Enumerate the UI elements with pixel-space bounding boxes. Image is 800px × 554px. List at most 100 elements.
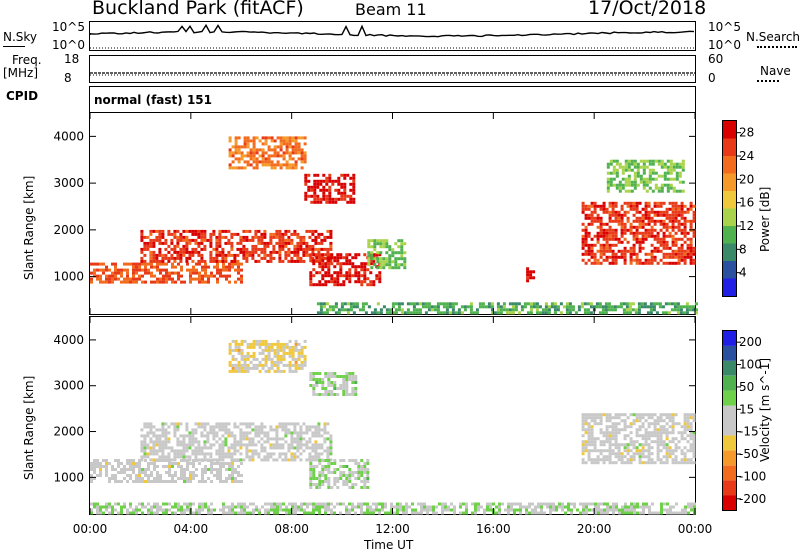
data-cell: [671, 210, 675, 214]
y-tick-label: 4000: [53, 129, 84, 143]
data-cell: [141, 511, 144, 515]
data-cell: [321, 468, 325, 471]
data-cell: [666, 511, 669, 515]
data-cell: [252, 351, 256, 355]
data-cell: [648, 174, 652, 178]
data-cell: [581, 222, 585, 226]
data-cell: [150, 280, 153, 284]
data-cell: [662, 425, 666, 429]
data-cell: [333, 511, 336, 515]
data-cell: [615, 502, 618, 506]
data-cell: [553, 305, 557, 309]
data-cell: [168, 277, 171, 281]
data-cell: [194, 437, 198, 441]
data-cell: [608, 437, 612, 441]
data-cell: [363, 480, 367, 483]
data-cell: [329, 229, 333, 233]
data-cell: [158, 235, 162, 239]
data-cell: [605, 458, 609, 462]
data-cell: [299, 235, 303, 239]
data-cell: [590, 461, 594, 465]
data-cell: [182, 244, 186, 248]
data-cell: [322, 302, 326, 306]
data-cell: [686, 416, 690, 420]
data-cell: [237, 360, 241, 364]
data-cell: [633, 183, 637, 187]
data-cell: [605, 234, 609, 238]
data-cell: [642, 186, 646, 190]
data-cell: [158, 259, 162, 263]
data-cell: [224, 425, 228, 429]
data-cell: [173, 434, 177, 438]
data-cell: [294, 348, 298, 352]
data-cell: [496, 308, 500, 312]
data-cell: [287, 238, 291, 242]
data-cell: [189, 462, 192, 465]
data-cell: [608, 213, 612, 217]
data-cell: [632, 252, 636, 256]
data-cell: [264, 342, 268, 346]
data-cell: [212, 434, 216, 438]
data-cell: [558, 502, 561, 506]
data-cell: [330, 381, 334, 384]
data-cell: [140, 455, 144, 459]
data-cell: [266, 455, 270, 459]
data-cell: [605, 210, 609, 214]
data-cell: [632, 243, 636, 247]
data-cell: [653, 431, 657, 435]
data-cell: [609, 505, 612, 509]
data-cell: [138, 480, 141, 483]
data-cell: [496, 305, 500, 309]
data-cell: [650, 416, 654, 420]
data-cell: [406, 308, 410, 312]
data-cell: [465, 502, 468, 506]
data-cell: [186, 262, 189, 266]
data-cell: [621, 168, 625, 172]
data-cell: [653, 204, 657, 208]
data-cell: [405, 511, 408, 515]
data-cell: [638, 428, 642, 432]
data-cell: [616, 305, 620, 309]
data-cell: [240, 462, 243, 465]
data-cell: [629, 207, 633, 211]
data-cell: [345, 381, 349, 384]
data-cell: [342, 283, 346, 287]
data-cell: [158, 241, 162, 245]
colorbar-tick-label: -50: [739, 447, 759, 461]
data-cell: [243, 502, 246, 506]
nave-top-tick: 60: [708, 52, 724, 66]
colorbar-swatch: [723, 345, 736, 361]
data-cell: [322, 173, 326, 177]
data-cell: [317, 425, 321, 429]
data-cell: [152, 259, 156, 263]
data-cell: [158, 428, 162, 432]
data-cell: [252, 345, 256, 349]
data-cell: [599, 255, 603, 259]
data-cell: [293, 437, 297, 441]
data-cell: [317, 446, 321, 450]
data-cell: [177, 277, 180, 281]
data-cell: [606, 505, 609, 509]
data-cell: [648, 159, 652, 163]
data-cell: [644, 207, 648, 211]
data-cell: [117, 459, 120, 462]
data-cell: [140, 247, 144, 251]
data-cell: [234, 511, 237, 515]
data-cell: [329, 440, 333, 444]
data-cell: [186, 508, 189, 512]
data-cell: [409, 302, 413, 306]
data-cell: [102, 271, 105, 275]
data-cell: [321, 378, 325, 381]
data-cell: [614, 255, 618, 259]
data-cell: [149, 446, 153, 450]
data-cell: [285, 151, 289, 155]
data-cell: [343, 182, 347, 186]
data-cell: [279, 508, 282, 512]
data-cell: [584, 225, 588, 229]
colorbar-swatch: [723, 121, 736, 139]
data-cell: [611, 204, 615, 208]
data-cell: [632, 207, 636, 211]
data-cell: [492, 502, 495, 506]
data-cell: [605, 255, 609, 259]
data-cell: [510, 505, 513, 509]
